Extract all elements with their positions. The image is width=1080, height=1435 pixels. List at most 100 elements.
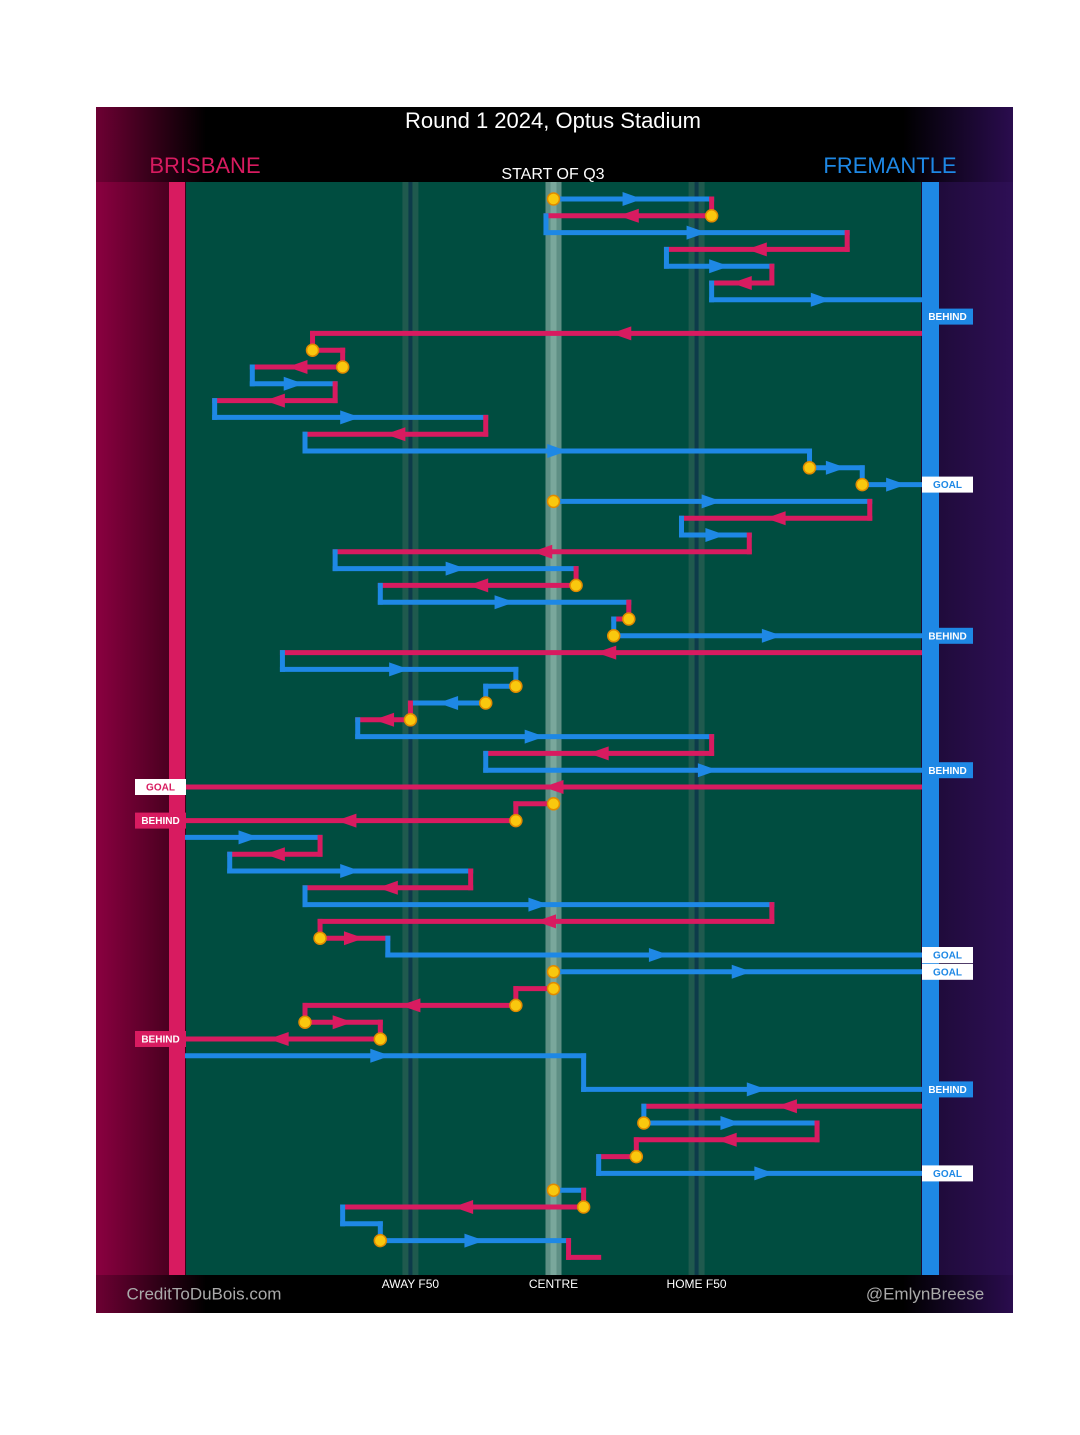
result-box [922, 762, 973, 779]
result-label: GOAL [146, 783, 175, 794]
direction-arrow [535, 914, 556, 929]
direction-arrow [705, 528, 726, 542]
result-label: BEHIND [928, 312, 966, 323]
stoppage-marker [546, 797, 561, 811]
direction-arrow [686, 225, 707, 240]
goal-line [922, 182, 939, 1275]
direction-arrow [611, 326, 632, 341]
direction-arrow [716, 1132, 737, 1147]
direction-arrow [810, 292, 831, 307]
direction-arrow [731, 964, 752, 979]
result-box [922, 963, 973, 980]
direction-arrow [494, 595, 515, 610]
stoppage-marker [509, 998, 523, 1013]
direction-arrow [746, 1082, 767, 1097]
direction-arrow [438, 696, 459, 710]
goal-line [169, 182, 185, 1275]
direction-arrow [370, 1048, 391, 1063]
stoppage-marker [629, 1149, 644, 1164]
stoppage-marker [622, 612, 636, 626]
direction-arrow [464, 1233, 485, 1248]
stoppage-marker [373, 1233, 388, 1248]
stoppage-marker [802, 461, 817, 475]
direction-arrow [754, 1166, 775, 1181]
result-box [922, 1081, 973, 1098]
direction-arrow [622, 192, 643, 206]
direction-arrow [532, 544, 553, 559]
result-label: BEHIND [141, 1035, 179, 1046]
result-box [135, 779, 186, 795]
stoppage-marker [546, 192, 561, 206]
direction-arrow [886, 477, 907, 492]
direction-arrow [746, 242, 767, 257]
result-box [135, 1031, 186, 1047]
credit: CreditToDuBois.com [127, 1284, 282, 1303]
direction-arrow [528, 897, 549, 912]
direction-arrow [445, 561, 466, 576]
direction-arrow [543, 780, 564, 794]
result-label: GOAL [933, 1169, 962, 1180]
stoppage-marker [576, 1200, 591, 1214]
result-box [922, 1165, 973, 1182]
direction-arrow [400, 998, 421, 1013]
result-box [922, 476, 973, 493]
stoppage-marker [298, 1015, 312, 1029]
stoppage-marker [305, 343, 320, 357]
direction-arrow [264, 847, 285, 862]
subtitle: START OF Q3 [501, 166, 604, 183]
result-box [922, 308, 973, 325]
direction-arrow [340, 410, 361, 425]
direction-arrow [377, 880, 398, 895]
result-label: BEHIND [928, 1085, 966, 1096]
direction-arrow [336, 813, 357, 828]
stoppage-marker [509, 679, 523, 693]
result-label: BEHIND [928, 631, 966, 642]
stoppage-marker [546, 981, 561, 996]
direction-arrow [340, 864, 361, 878]
direction-arrow [268, 1032, 289, 1046]
stoppage-marker [313, 931, 327, 945]
direction-arrow [720, 1116, 741, 1130]
stoppage-marker [478, 696, 493, 710]
result-box [922, 627, 973, 644]
stoppage-marker [335, 360, 350, 374]
handle: @EmlynBreese [866, 1284, 984, 1303]
direction-arrow [238, 830, 259, 845]
direction-arrow [343, 931, 364, 946]
result-label: GOAL [933, 480, 962, 491]
direction-arrow [731, 276, 752, 290]
stoppage-marker [569, 578, 583, 593]
direction-arrow [283, 376, 304, 391]
result-label: GOAL [933, 951, 962, 962]
direction-arrow [287, 360, 308, 374]
stoppage-marker [546, 1183, 561, 1197]
team-name: FREMANTLE [823, 153, 956, 178]
direction-arrow [765, 511, 786, 526]
direction-arrow [776, 1099, 797, 1114]
result-label: BEHIND [928, 766, 966, 777]
stoppage-marker [855, 477, 869, 492]
direction-arrow [825, 460, 846, 475]
chart-title: Round 1 2024, Optus Stadium [405, 108, 701, 133]
direction-arrow [374, 712, 395, 727]
direction-arrow [389, 662, 410, 677]
grid-band-core [694, 182, 699, 1275]
stoppage-marker [546, 965, 561, 979]
stoppage-marker [373, 1032, 388, 1046]
direction-arrow [701, 494, 722, 509]
direction-arrow [547, 444, 568, 458]
direction-arrow [524, 729, 545, 744]
result-box [922, 947, 973, 963]
grid-band-core [408, 182, 413, 1275]
direction-arrow [385, 427, 406, 442]
direction-arrow [761, 628, 782, 643]
result-label: BEHIND [141, 816, 179, 827]
stoppage-marker [704, 209, 719, 223]
stoppage-marker [637, 1116, 651, 1130]
grid-band-core [550, 182, 557, 1275]
x-tick-label: AWAY F50 [382, 1277, 440, 1291]
direction-arrow [588, 746, 609, 761]
direction-arrow [596, 645, 617, 660]
direction-arrow [709, 259, 730, 274]
